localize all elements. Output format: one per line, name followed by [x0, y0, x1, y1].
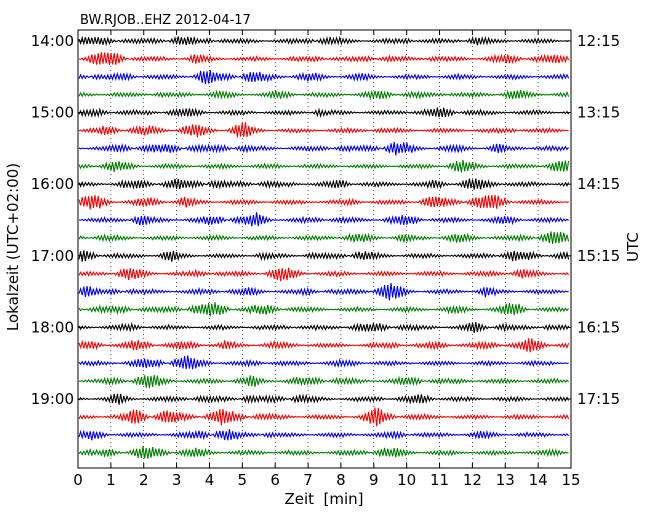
- seismic-trace: [78, 429, 570, 441]
- seismic-trace: [78, 35, 569, 47]
- right-tick-label: 17:15: [577, 390, 620, 408]
- seismic-trace: [78, 355, 569, 370]
- left-axis-ticks: 14:00 15:00 16:00 17:00 18:00 19:00: [31, 32, 83, 408]
- left-tick-label: 19:00: [31, 390, 74, 408]
- seismic-trace: [78, 70, 570, 85]
- x-tick-label: 1: [106, 471, 116, 489]
- x-axis-ticks: 0 1 2 3 4 5 6 7 8 9 10 11 12 13 14 15: [73, 30, 581, 489]
- seismic-trace: [78, 194, 569, 210]
- x-tick-label: 2: [139, 471, 149, 489]
- seismic-trace: [78, 52, 570, 65]
- seismic-trace: [78, 267, 570, 282]
- x-axis-label: Zeit [min]: [284, 490, 363, 508]
- right-tick-label: 13:15: [577, 104, 620, 122]
- x-tick-label: 6: [270, 471, 280, 489]
- left-tick-label: 14:00: [31, 32, 74, 50]
- seismic-trace: [78, 283, 569, 301]
- seismic-trace: [79, 375, 569, 389]
- x-tick-label: 12: [463, 471, 482, 489]
- seismic-trace: [78, 231, 570, 244]
- x-tick-label: 0: [73, 471, 83, 489]
- seismic-trace: [78, 250, 570, 262]
- seismic-traces: [78, 35, 570, 459]
- plot-frame: [77, 29, 572, 469]
- x-tick-label: 7: [303, 471, 313, 489]
- left-tick-label: 18:00: [31, 318, 74, 336]
- seismic-trace: [78, 159, 570, 173]
- seismic-trace: [78, 321, 570, 333]
- seismic-trace: [78, 338, 570, 353]
- left-tick-label: 16:00: [31, 175, 74, 193]
- right-axis-ticks: 12:15 13:15 14:15 15:15 16:15 17:15: [566, 32, 620, 408]
- chart-title: BW.RJOB..EHZ 2012-04-17: [80, 13, 251, 28]
- right-tick-label: 16:15: [577, 318, 620, 336]
- seismic-trace: [78, 107, 570, 119]
- x-tick-label: 13: [496, 471, 515, 489]
- seismic-trace: [78, 212, 569, 227]
- x-tick-label: 5: [238, 471, 248, 489]
- left-tick-label: 17:00: [31, 247, 74, 265]
- x-tick-label: 15: [561, 471, 580, 489]
- seismic-trace: [78, 178, 570, 190]
- x-tick-label: 14: [529, 471, 548, 489]
- x-tick-label: 10: [397, 471, 416, 489]
- seismic-trace: [78, 407, 570, 427]
- x-tick-label: 4: [205, 471, 215, 489]
- right-tick-label: 15:15: [577, 247, 620, 265]
- x-tick-label: 11: [430, 471, 449, 489]
- seismic-trace: [78, 141, 570, 156]
- right-tick-label: 12:15: [577, 32, 620, 50]
- seismic-trace: [78, 122, 569, 138]
- x-tick-label: 3: [172, 471, 182, 489]
- seismic-trace: [78, 446, 569, 459]
- y-axis-label-left: Lokalzeit (UTC+02:00): [4, 163, 22, 331]
- seismic-trace: [78, 302, 570, 317]
- x-tick-label: 8: [336, 471, 346, 489]
- seismic-trace: [78, 393, 570, 405]
- x-tick-label: 9: [369, 471, 379, 489]
- seismic-trace: [78, 89, 570, 101]
- left-tick-label: 15:00: [31, 104, 74, 122]
- right-tick-label: 14:15: [577, 175, 620, 193]
- y-axis-label-right: UTC: [624, 232, 642, 262]
